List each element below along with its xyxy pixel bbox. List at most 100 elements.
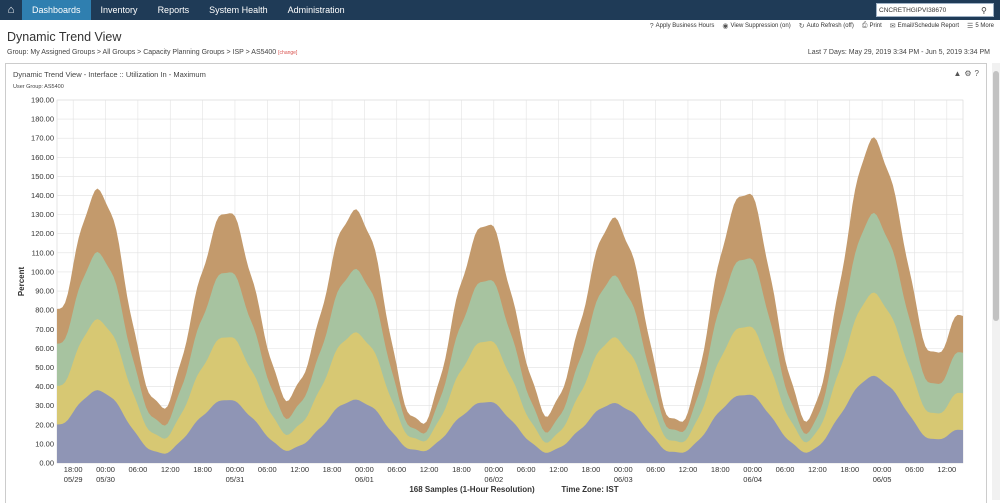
toolbar-label: Email/Schedule Report bbox=[897, 23, 960, 29]
home-icon[interactable]: ⌂ bbox=[7, 4, 15, 16]
x-tick-label: 18:00 bbox=[582, 465, 601, 474]
toolbar-apply-business-hours[interactable]: ? Apply Business Hours bbox=[650, 22, 715, 30]
nav-item-administration[interactable]: Administration bbox=[287, 5, 345, 15]
y-tick-label: 90.00 bbox=[35, 287, 54, 296]
x-tick-label: 06:00 bbox=[129, 465, 148, 474]
x-tick-label: 06:00 bbox=[387, 465, 406, 474]
nav-item-system-health[interactable]: System Health bbox=[209, 5, 268, 15]
y-tick-label: 30.00 bbox=[35, 401, 54, 410]
y-tick-label: 80.00 bbox=[35, 306, 54, 315]
mail-icon: ✉ bbox=[889, 23, 896, 30]
breadcrumb-item[interactable]: All Groups bbox=[102, 49, 136, 56]
x-tick-label: 00:00 bbox=[96, 465, 115, 474]
timezone-label: Time Zone: IST bbox=[561, 485, 618, 494]
x-tick-label: 00:00 bbox=[873, 465, 892, 474]
nav-menu: Dashboards Inventory Reports System Health A… bbox=[22, 0, 355, 20]
x-tick-date-label: 05/30 bbox=[96, 475, 115, 484]
x-tick-label: 18:00 bbox=[711, 465, 730, 474]
breadcrumb: Group: My Assigned Groups > All Groups >… bbox=[7, 49, 297, 56]
x-tick-label: 00:00 bbox=[743, 465, 762, 474]
series-area-1 bbox=[57, 375, 963, 463]
toolbar-5-more[interactable]: ☰ 5 More bbox=[967, 22, 994, 30]
breadcrumb-item[interactable]: My Assigned Groups bbox=[30, 49, 95, 56]
y-tick-label: 120.00 bbox=[31, 229, 54, 238]
panel-subtitle: User Group: AS5400 bbox=[13, 84, 64, 90]
collapse-icon[interactable]: ▲ bbox=[953, 69, 962, 78]
y-tick-label: 40.00 bbox=[35, 382, 54, 391]
x-tick-label: 00:00 bbox=[614, 465, 633, 474]
y-tick-label: 150.00 bbox=[31, 172, 54, 181]
search-input[interactable] bbox=[877, 6, 981, 14]
toolbar-auto-refresh-off[interactable]: ↻ Auto Refresh (off) bbox=[799, 22, 854, 30]
date-range: Last 7 Days: May 29, 2019 3:34 PM - Jun … bbox=[807, 49, 990, 56]
x-tick-label: 06:00 bbox=[258, 465, 277, 474]
x-tick-label: 18:00 bbox=[323, 465, 342, 474]
gear-icon[interactable]: ⚙ bbox=[964, 69, 972, 78]
x-tick-label: 06:00 bbox=[905, 465, 924, 474]
x-tick-label: 18:00 bbox=[64, 465, 83, 474]
x-tick-date-label: 05/29 bbox=[64, 475, 83, 484]
nav-item-inventory[interactable]: Inventory bbox=[100, 5, 138, 15]
x-tick-label: 18:00 bbox=[193, 465, 212, 474]
toolbar-print[interactable]: ⎙ Print bbox=[862, 22, 882, 30]
x-tick-date-label: 06/05 bbox=[873, 475, 892, 484]
refresh-icon: ↻ bbox=[798, 23, 805, 30]
search-box: ⚲ bbox=[876, 3, 994, 17]
x-tick-label: 06:00 bbox=[646, 465, 665, 474]
change-link[interactable]: [change] bbox=[278, 50, 298, 56]
search-icon[interactable]: ⚲ bbox=[981, 5, 987, 15]
toolbar-label: Apply Business Hours bbox=[655, 23, 715, 29]
x-tick-label: 12:00 bbox=[937, 465, 956, 474]
x-tick-label: 18:00 bbox=[452, 465, 471, 474]
x-tick-date-label: 05/31 bbox=[226, 475, 245, 484]
x-tick-label: 06:00 bbox=[776, 465, 795, 474]
x-tick-label: 00:00 bbox=[355, 465, 374, 474]
breadcrumb-item[interactable]: ISP bbox=[232, 49, 244, 56]
y-tick-label: 160.00 bbox=[31, 153, 54, 162]
toolbar-view-suppression-on[interactable]: ◉ View Suppression (on) bbox=[722, 22, 790, 30]
y-tick-label: 130.00 bbox=[31, 210, 54, 219]
y-tick-label: 10.00 bbox=[35, 439, 54, 448]
y-tick-label: 50.00 bbox=[35, 363, 54, 372]
breadcrumb-item[interactable]: AS5400 bbox=[251, 49, 277, 56]
help-icon[interactable]: ? bbox=[974, 69, 979, 78]
eye-icon: ◉ bbox=[722, 23, 729, 30]
breadcrumb-separator: > bbox=[94, 49, 103, 56]
toolbar-email-schedule-report[interactable]: ✉ Email/Schedule Report bbox=[890, 22, 959, 30]
breadcrumb-item[interactable]: Capacity Planning Groups bbox=[143, 49, 225, 56]
y-tick-label: 140.00 bbox=[31, 191, 54, 200]
y-tick-label: 110.00 bbox=[32, 248, 54, 257]
toolbar-label: 5 More bbox=[975, 23, 994, 29]
x-tick-date-label: 06/02 bbox=[484, 475, 503, 484]
y-tick-label: 100.00 bbox=[31, 267, 54, 276]
x-axis-label: 168 Samples (1-Hour Resolution) bbox=[409, 485, 535, 494]
nav-item-reports[interactable]: Reports bbox=[157, 5, 190, 15]
breadcrumb-separator: > bbox=[135, 49, 144, 56]
breadcrumb-separator: > bbox=[243, 49, 252, 56]
scrollbar-thumb[interactable] bbox=[993, 71, 999, 321]
toolbar-label: Print bbox=[869, 23, 882, 29]
x-tick-label: 12:00 bbox=[549, 465, 568, 474]
x-tick-date-label: 06/03 bbox=[614, 475, 633, 484]
top-navbar: ⌂ Dashboards Inventory Reports System Healt… bbox=[0, 0, 1000, 20]
x-tick-date-label: 06/01 bbox=[355, 475, 374, 484]
page-title: Dynamic Trend View bbox=[7, 30, 122, 44]
x-tick-label: 00:00 bbox=[484, 465, 503, 474]
y-tick-label: 20.00 bbox=[35, 420, 54, 429]
help-circle-icon: ? bbox=[649, 22, 654, 30]
scrollbar[interactable] bbox=[992, 63, 1000, 500]
x-tick-label: 18:00 bbox=[840, 465, 859, 474]
panel-controls: ▲ ⚙ ? bbox=[953, 69, 979, 78]
printer-icon: ⎙ bbox=[861, 22, 868, 29]
x-tick-date-label: 06/04 bbox=[743, 475, 762, 484]
y-tick-label: 180.00 bbox=[31, 115, 54, 124]
y-tick-label: 170.00 bbox=[31, 134, 54, 143]
x-tick-label: 12:00 bbox=[808, 465, 827, 474]
y-axis-label: Percent bbox=[17, 266, 26, 296]
nav-item-dashboards[interactable]: Dashboards bbox=[22, 0, 91, 20]
x-tick-label: 12:00 bbox=[679, 465, 698, 474]
x-tick-label: 06:00 bbox=[517, 465, 536, 474]
x-tick-label: 12:00 bbox=[161, 465, 180, 474]
page-toolbar: ? Apply Business Hours ◉ View Suppression (… bbox=[650, 22, 994, 30]
